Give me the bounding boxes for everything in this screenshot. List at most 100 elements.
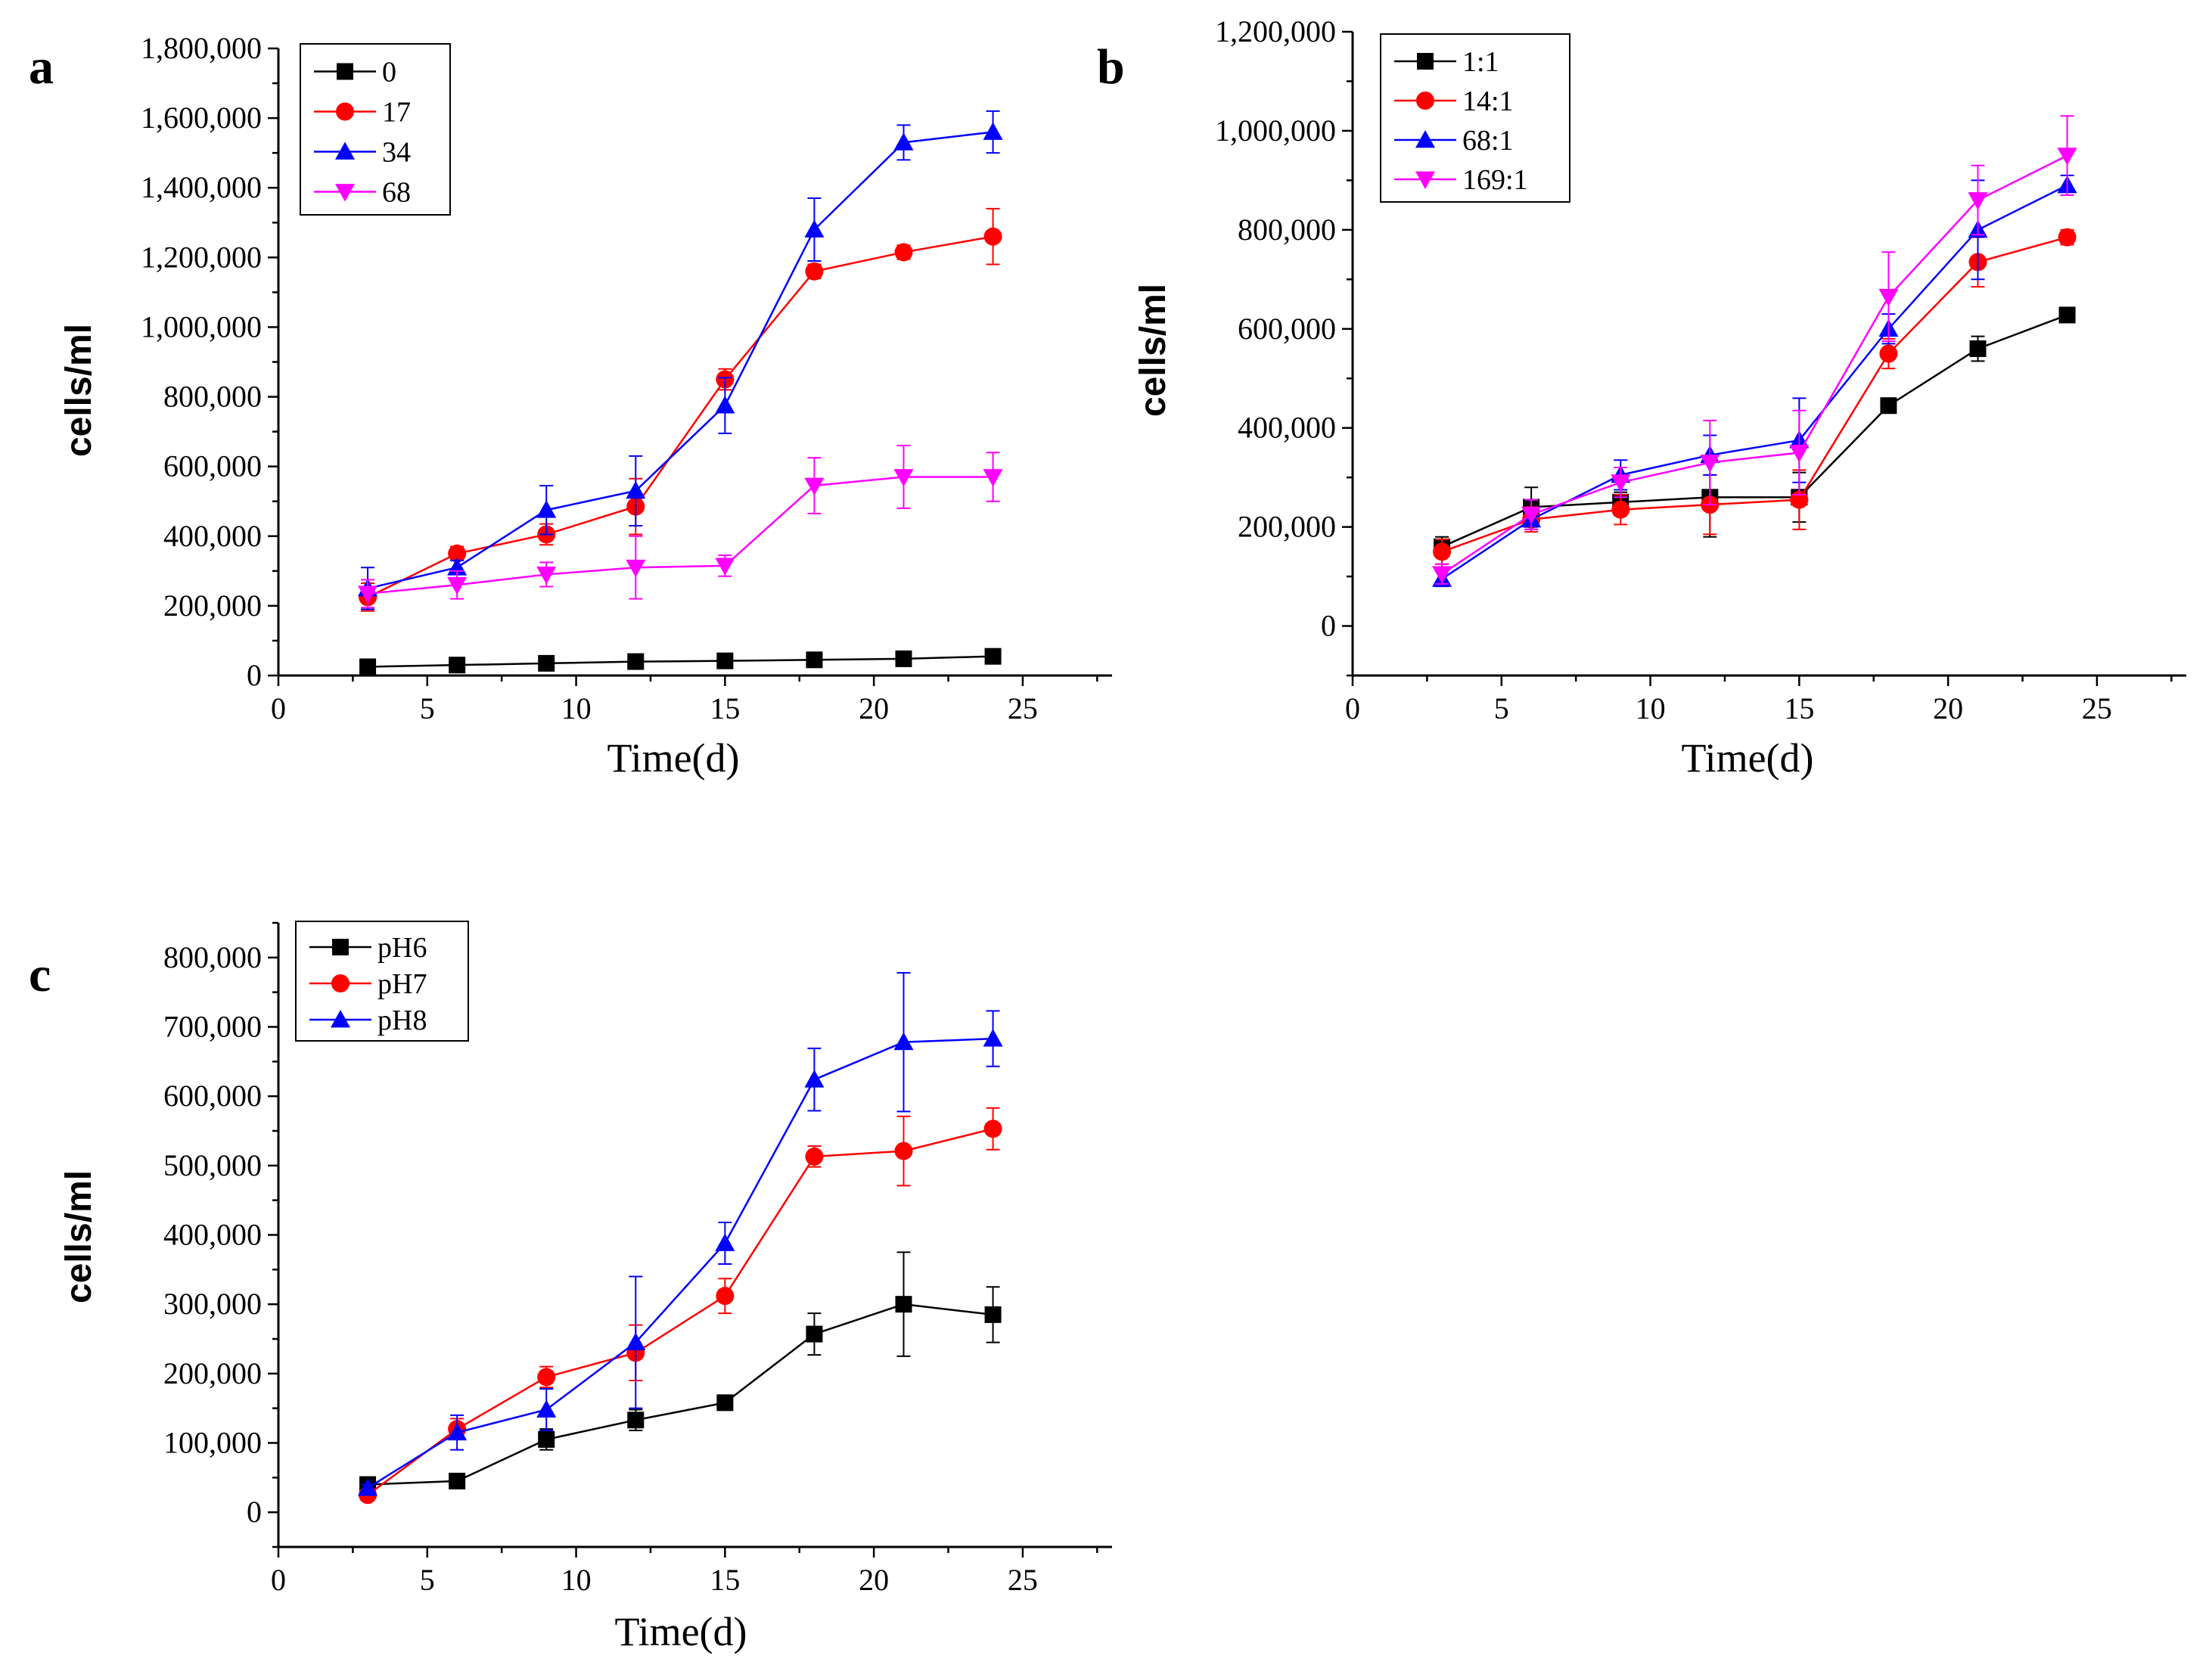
legend-label: pH6 xyxy=(377,932,427,964)
data-point xyxy=(716,1287,735,1306)
data-point xyxy=(806,1325,823,1343)
data-point xyxy=(984,1306,1002,1323)
data-point xyxy=(895,1296,912,1313)
y-tick-label: 800,000 xyxy=(163,940,262,974)
y-tick-label: 500,000 xyxy=(163,1148,262,1182)
data-point xyxy=(715,396,735,414)
data-point xyxy=(715,1233,735,1251)
legend-marker xyxy=(335,184,355,202)
data-point xyxy=(983,469,1003,487)
data-point xyxy=(805,262,824,281)
panel-c: c Time(d) cells/ml 0 100,000 200,000 300,00… xyxy=(29,921,1112,1654)
y-tick-label: 200,000 xyxy=(163,589,262,623)
series-pH8 xyxy=(358,972,1003,1496)
data-point xyxy=(895,650,912,667)
legend-label: 34 xyxy=(382,137,411,169)
x-tick-label: 0 xyxy=(271,691,286,725)
y-tick-label: 0 xyxy=(1321,609,1336,643)
y-tick-label: 1,400,000 xyxy=(141,170,262,204)
y-tick-label: 1,000,000 xyxy=(141,309,262,343)
legend: 0 17 34 68 xyxy=(300,43,451,216)
series-line xyxy=(1441,184,2068,580)
data-point xyxy=(1432,566,1452,584)
panel-c-plot: 0 100,000 200,000 300,000 400,000 500,000 600,… xyxy=(163,921,1112,1597)
x-tick-label: 5 xyxy=(420,1563,435,1597)
data-point xyxy=(806,651,823,669)
legend-label: 1:1 xyxy=(1462,46,1499,78)
legend-label: pH8 xyxy=(377,1005,427,1036)
x-tick-label: 10 xyxy=(561,691,592,725)
x-tick-label: 15 xyxy=(710,691,740,725)
y-tick-label: 800,000 xyxy=(163,380,262,414)
legend-label: 14:1 xyxy=(1462,85,1514,117)
data-point xyxy=(804,219,825,238)
x-tick-label: 5 xyxy=(1494,691,1509,725)
legend-label: 68:1 xyxy=(1462,125,1514,157)
y-tick-label: 1,200,000 xyxy=(141,240,262,274)
y-tick-label: 300,000 xyxy=(163,1287,262,1321)
data-point xyxy=(715,558,735,576)
data-point xyxy=(1789,445,1810,463)
y-tick-label: 600,000 xyxy=(163,1079,262,1113)
data-point xyxy=(983,1120,1002,1138)
panel-a-plot: 0 200,000 400,000 600,000 800,000 1,000,000 1,… xyxy=(141,31,1112,725)
data-point xyxy=(804,1070,825,1088)
data-point xyxy=(626,559,646,578)
x-tick-label: 20 xyxy=(859,1563,889,1597)
series-line xyxy=(368,655,993,668)
legend-marker xyxy=(335,141,355,160)
data-point xyxy=(983,227,1002,246)
data-point xyxy=(805,1147,824,1166)
data-point xyxy=(536,500,557,518)
series-34 xyxy=(358,110,1003,610)
data-point xyxy=(894,1141,913,1160)
y-tick-label: 100,000 xyxy=(163,1426,262,1460)
data-point xyxy=(626,1332,646,1350)
data-point xyxy=(358,1478,378,1496)
y-tick-label: 400,000 xyxy=(163,519,262,553)
x-tick-label: 15 xyxy=(1784,691,1814,725)
legend-marker xyxy=(332,939,349,955)
y-tick-label: 0 xyxy=(247,1495,262,1529)
y-tick-label: 700,000 xyxy=(163,1010,262,1044)
legend-label: 169:1 xyxy=(1462,164,1528,196)
series-line xyxy=(367,235,993,598)
data-point xyxy=(1611,474,1631,492)
y-tick-label: 200,000 xyxy=(163,1356,262,1390)
legend-marker xyxy=(337,63,353,80)
y-tick-label: 1,800,000 xyxy=(141,31,262,65)
legend-marker xyxy=(336,102,354,121)
legend-marker xyxy=(331,974,350,992)
data-point xyxy=(893,132,914,151)
panel-a-ylabel: cells/ml xyxy=(59,324,99,457)
data-point xyxy=(538,654,555,672)
data-point xyxy=(537,1368,556,1387)
data-point xyxy=(893,1032,914,1051)
legend-label: pH7 xyxy=(377,968,427,1000)
panel-a-letter: a xyxy=(29,39,54,95)
y-tick-label: 1,000,000 xyxy=(1215,113,1336,148)
series-line xyxy=(1441,314,2068,548)
data-point xyxy=(716,1394,734,1412)
data-point xyxy=(2058,228,2077,247)
y-tick-label: 200,000 xyxy=(1238,510,1336,544)
x-tick-label: 25 xyxy=(1008,691,1038,725)
legend-marker xyxy=(1415,171,1435,189)
legend: 1:1 14:1 68:1 169:1 xyxy=(1380,33,1570,203)
panel-a: a Time(d) cells/ml 0 200,000 400,000 600,00… xyxy=(29,31,1112,781)
data-point xyxy=(983,1029,1003,1047)
y-tick-label: 400,000 xyxy=(1238,411,1336,445)
series-line xyxy=(1441,236,2068,553)
x-tick-label: 25 xyxy=(2082,691,2112,725)
data-point xyxy=(1880,397,1897,415)
legend-box xyxy=(300,43,451,216)
data-point xyxy=(536,567,557,585)
legend-label: 17 xyxy=(382,97,411,129)
panel-a-xlabel: Time(d) xyxy=(607,735,739,781)
data-point xyxy=(1878,288,1899,307)
data-point xyxy=(1521,506,1542,525)
series-68 xyxy=(358,445,1003,609)
panel-b-plot: 0 200,000 400,000 600,000 800,000 1,000,000 1,… xyxy=(1215,14,2186,725)
